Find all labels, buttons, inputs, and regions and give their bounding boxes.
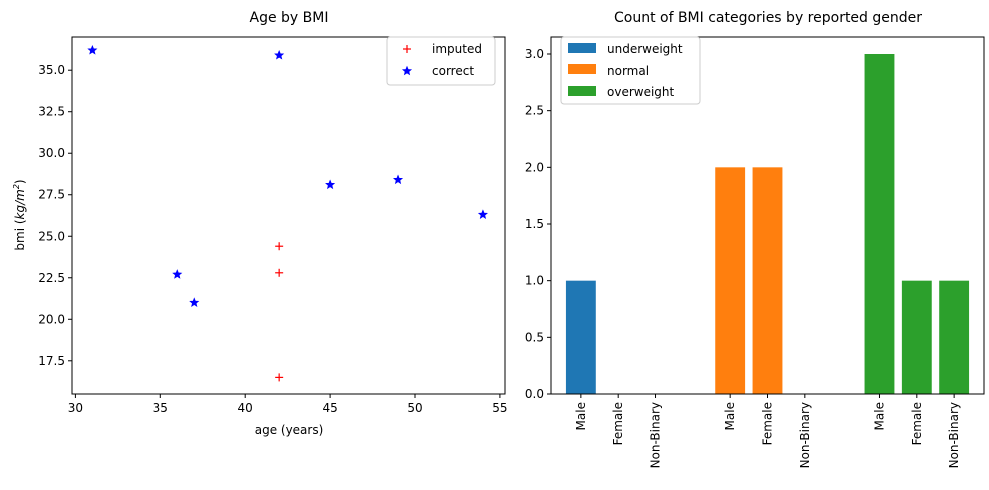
scatter-x-axis: 30 35 40 45 50 55 [68,394,508,415]
bar-x-tick-label: Male [723,402,737,430]
bar-chart: Count of BMI categories by reported gend… [525,10,985,468]
bar-x-axis: Male Female Non-Binary Male Female Non-Binary… [574,394,961,468]
scatter-x-tick-label: 55 [492,401,507,415]
scatter-x-label: age (years) [255,423,324,437]
legend-marker-correct [401,65,413,76]
scatter-point-correct [325,179,336,190]
bar-legend: underweight normal overweight [560,36,701,105]
scatter-x-tick-label: 45 [322,401,337,415]
legend-label-underweight: underweight [607,42,683,56]
scatter-point-correct [172,269,183,279]
bar-x-tick-label: Non-Binary [798,402,812,468]
scatter-points [87,44,488,382]
bar-x-tick-label: Female [910,402,924,445]
bar-overweight-male [864,54,895,394]
bar-series [565,54,970,394]
legend-label-imputed: imputed [432,42,482,56]
legend-swatch-normal [568,64,596,74]
bar-x-tick-label: Non-Binary [947,402,961,468]
scatter-y-tick-label: 17.5 [38,354,65,368]
legend-marker-imputed [403,45,411,53]
bar-x-tick-label: Male [872,402,886,430]
bar-y-axis: 0.0 0.5 1.0 1.5 2.0 2.5 3.0 [525,47,551,401]
bar-normal-male [715,167,746,394]
bar-y-tick-label: 2.0 [525,160,544,174]
scatter-y-label-exponent: 2 [12,184,21,189]
legend-marker-imputed [403,45,411,53]
bar-y-tick-label: 0.0 [525,387,544,401]
bar-overweight-non-binary [939,280,970,394]
scatter-y-tick-label: 22.5 [38,271,65,285]
scatter-plot-frame [71,36,506,395]
scatter-point-correct [392,174,404,185]
scatter-point-imputed [275,242,284,251]
scatter-y-tick-label: 35.0 [38,63,65,77]
legend-label-overweight: overweight [607,85,675,99]
scatter-legend-box [386,36,496,86]
bar-overweight-female [901,280,932,394]
legend-marker-correct [401,65,413,76]
scatter-point-imputed [275,268,284,277]
legend-label-correct: correct [432,64,474,78]
scatter-title: Age by BMI [250,10,329,26]
scatter-point-correct [87,44,98,55]
bar-y-tick-label: 2.5 [525,104,544,118]
bar-x-tick-label: Male [574,402,588,430]
scatter-x-tick-label: 30 [68,401,83,415]
scatter-chart: Age by BMI 17.5 20.0 22.5 25.0 27.5 30.0 32.5 3… [12,10,508,437]
bar-x-tick-label: Female [611,402,625,445]
bar-y-tick-label: 0.5 [525,330,544,344]
scatter-point-imputed [275,373,284,382]
scatter-y-axis: 17.5 20.0 22.5 25.0 27.5 30.0 32.5 35.0 [38,63,72,368]
legend-label-normal: normal [607,64,649,78]
scatter-y-tick-label: 30.0 [38,146,65,160]
scatter-y-label-suffix: ) [13,179,27,184]
scatter-y-tick-label: 20.0 [38,312,65,326]
scatter-y-tick-label: 27.5 [38,188,65,202]
bar-title: Count of BMI categories by reported gend… [614,10,922,26]
scatter-y-label-prefix: bmi ( [13,219,27,250]
bar-y-tick-label: 1.0 [525,274,544,288]
legend-swatch-underweight [568,43,596,53]
scatter-y-tick-label: 32.5 [38,105,65,119]
bar-underweight-male [565,280,596,394]
scatter-x-tick-label: 40 [238,401,253,415]
scatter-point-correct [274,49,285,60]
scatter-y-label-unit: kg/m [13,189,27,219]
scatter-y-tick-label: 25.0 [38,229,65,243]
scatter-point-correct [477,209,488,219]
scatter-x-tick-label: 35 [153,401,168,415]
scatter-legend: imputed correct [386,36,496,86]
scatter-y-label: bmi (kg/m2) [12,179,27,250]
bar-y-tick-label: 1.5 [525,217,544,231]
bar-x-tick-label: Female [761,402,775,445]
scatter-point-correct [189,297,200,307]
legend-swatch-overweight [568,86,596,96]
bar-normal-female [752,167,783,394]
scatter-x-tick-label: 50 [407,401,422,415]
bar-x-tick-label: Non-Binary [649,402,663,468]
bar-y-tick-label: 3.0 [525,47,544,61]
bar-plot-frame [550,36,985,395]
